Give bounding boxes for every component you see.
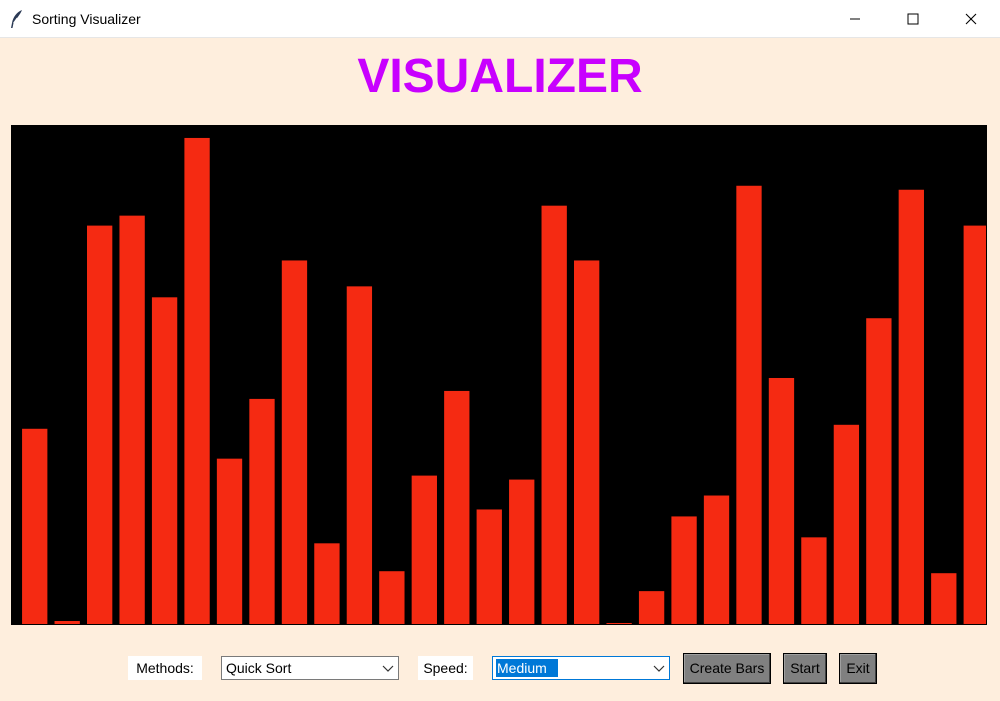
- bar-19: [606, 623, 632, 624]
- minimize-icon: [850, 18, 860, 20]
- bar-5: [151, 297, 178, 624]
- feather-icon: [11, 10, 22, 28]
- bar-6: [184, 137, 210, 624]
- exit-button[interactable]: Exit: [839, 653, 877, 684]
- bar-9: [281, 260, 308, 624]
- close-icon: [965, 13, 977, 25]
- chevron-down-icon: [382, 665, 394, 672]
- bar-15: [476, 509, 502, 624]
- speed-select-value: Medium: [496, 659, 558, 677]
- bar-16: [509, 479, 535, 624]
- bars-chart: [22, 137, 986, 624]
- bar-27: [866, 318, 892, 624]
- chevron-down-icon: [653, 665, 665, 672]
- app-window: VISUALIZER Methods: Quick Sort Speed: Me…: [0, 38, 1000, 701]
- bar-22: [703, 495, 730, 624]
- bar-18: [574, 260, 600, 624]
- bar-14: [444, 390, 470, 624]
- bar-26: [833, 424, 860, 624]
- bar-28: [898, 189, 924, 624]
- bar-21: [671, 516, 697, 624]
- bar-11: [346, 286, 373, 624]
- bar-13: [411, 475, 437, 624]
- close-button[interactable]: [942, 0, 1000, 38]
- title-bar[interactable]: Sorting Visualizer: [0, 0, 1000, 38]
- page-title: VISUALIZER: [357, 50, 643, 103]
- bar-23: [736, 185, 762, 624]
- bar-20: [638, 591, 665, 624]
- bar-30: [963, 225, 986, 624]
- bar-10: [314, 543, 340, 624]
- maximize-icon: [907, 13, 919, 25]
- speed-select[interactable]: Medium: [492, 656, 670, 680]
- bar-24: [768, 377, 795, 624]
- bar-7: [216, 458, 243, 624]
- bar-4: [119, 215, 145, 624]
- bar-12: [379, 571, 405, 624]
- bar-2: [54, 621, 80, 624]
- method-select-value: Quick Sort: [226, 660, 292, 676]
- bar-25: [801, 537, 827, 624]
- method-select[interactable]: Quick Sort: [221, 656, 399, 680]
- bar-29: [931, 573, 957, 624]
- methods-label: Methods:: [128, 656, 202, 680]
- bar-3: [87, 225, 113, 624]
- create-bars-button[interactable]: Create Bars: [683, 653, 771, 684]
- start-button[interactable]: Start: [783, 653, 827, 684]
- bars-canvas: [11, 125, 987, 625]
- bar-17: [541, 205, 567, 624]
- minimize-button[interactable]: [826, 0, 884, 38]
- maximize-button[interactable]: [884, 0, 942, 38]
- bar-1: [22, 428, 48, 624]
- bar-8: [249, 398, 275, 624]
- window-title: Sorting Visualizer: [32, 11, 141, 27]
- speed-label: Speed:: [418, 656, 473, 680]
